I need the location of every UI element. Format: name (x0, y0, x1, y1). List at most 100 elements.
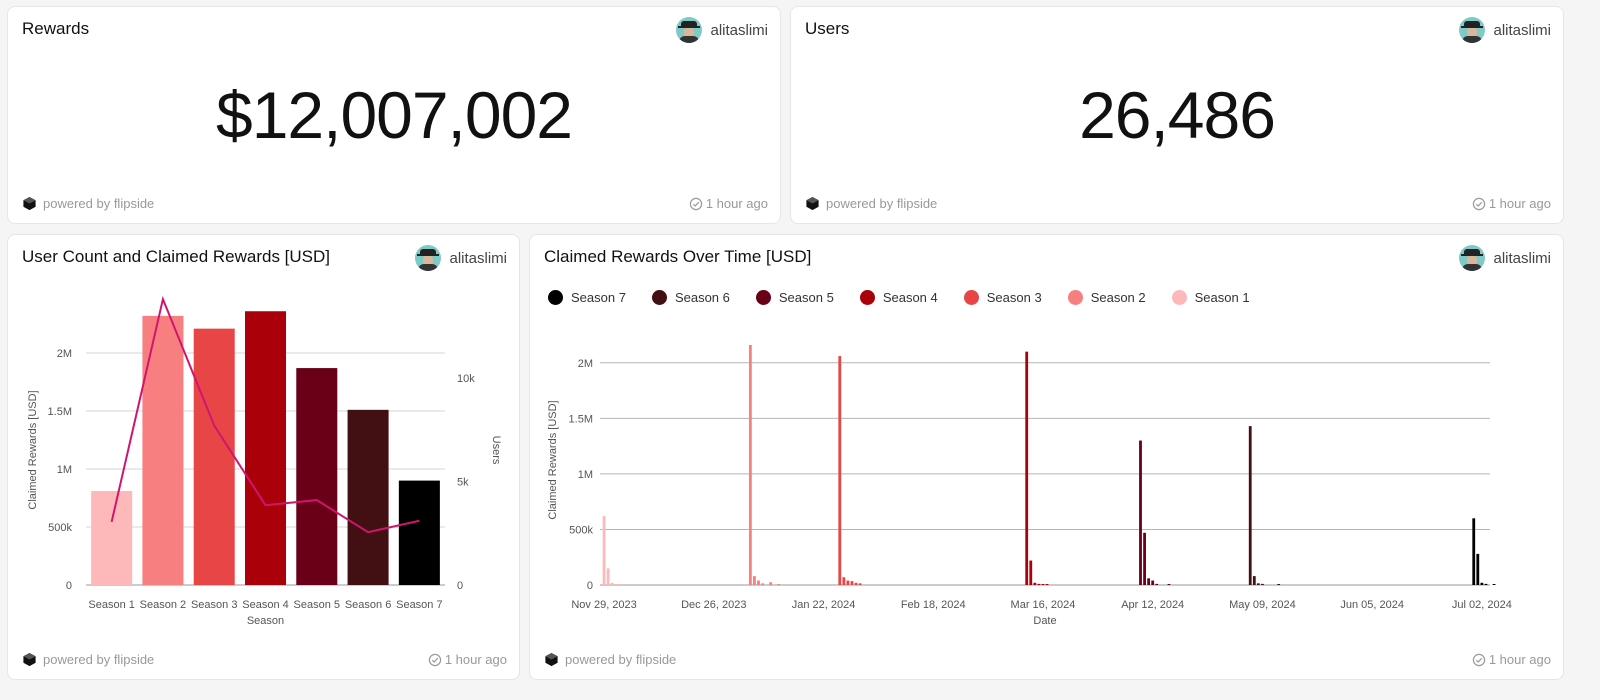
time-chart-card: Claimed Rewards Over Time [USD] alitasli… (529, 234, 1564, 680)
y-tick-label: 0 (66, 580, 72, 592)
author-name: alitaslimi (1493, 21, 1551, 39)
last-updated: 1 hour ago (689, 196, 768, 211)
x-tick-label: Feb 18, 2024 (901, 599, 966, 611)
bar (91, 491, 133, 585)
y-tick-label: 1M (57, 464, 72, 476)
bar (1167, 584, 1171, 585)
legend-swatch (859, 290, 875, 305)
legend-item[interactable]: Season 1 (1171, 290, 1250, 305)
bar (777, 584, 781, 585)
flipside-logo-icon (806, 196, 819, 211)
legend-item[interactable]: Season 2 (1067, 290, 1146, 305)
x-axis-label: Date (1033, 615, 1056, 627)
bar (769, 582, 773, 585)
last-updated: 1 hour ago (1472, 652, 1551, 667)
legend-item[interactable]: Season 3 (963, 290, 1042, 305)
legend-item[interactable]: Season 5 (755, 290, 834, 305)
y2-axis-label: Users (490, 436, 502, 465)
y-axis-label: Claimed Rewards [USD] (547, 400, 559, 519)
bar (1261, 583, 1264, 585)
last-updated: 1 hour ago (1472, 196, 1551, 211)
x-tick-label: Mar 16, 2024 (1011, 599, 1076, 611)
legend-swatch (548, 290, 563, 305)
bar (1277, 584, 1281, 585)
bar (850, 581, 854, 585)
time-chart: 0 500k 1M 1.5M 2M Nov 29, 2023 Dec 26, 2023 Jan… (547, 345, 1512, 627)
rewards-card: Rewards alitaslimi $12,007,002 powered b… (7, 6, 781, 224)
bar (398, 480, 440, 585)
bar (618, 584, 622, 585)
x-tick-label: May 09, 2024 (1229, 599, 1296, 611)
card-title: Users (805, 19, 850, 38)
x-tick-label: Nov 29, 2023 (571, 599, 636, 611)
powered-by-link[interactable]: powered by flipside (805, 196, 937, 211)
x-tick-label: Season 2 (140, 599, 186, 611)
y-tick-label: 1.5M (48, 406, 72, 418)
bar (1045, 584, 1049, 585)
bar (1147, 578, 1151, 585)
card-title: User Count and Claimed Rewards [USD] (22, 247, 331, 266)
users-value: 26,486 (1079, 78, 1276, 152)
legend-label: Season 1 (1194, 290, 1250, 305)
legend-swatch (651, 290, 667, 305)
bar (1492, 584, 1496, 585)
flipside-logo-icon (23, 196, 36, 211)
legend-item[interactable]: Season 7 (548, 290, 626, 305)
bar (1151, 580, 1155, 585)
users-line (110, 295, 420, 534)
legend-label: Season 2 (1090, 290, 1146, 305)
bar (610, 582, 614, 585)
bar (761, 583, 764, 585)
chart-legend: Season 7 Season 6 Season 5 Season 4 Season 3… (548, 290, 1250, 305)
powered-by-text: powered by flipside (826, 196, 938, 211)
legend-swatch (755, 290, 771, 305)
bar (1472, 518, 1476, 585)
users-card: Users alitaslimi 26,486 powered by flips… (790, 6, 1564, 224)
y2-tick-label: 10k (457, 373, 475, 385)
legend-swatch (1067, 290, 1083, 305)
author-link[interactable]: alitaslimi (1459, 17, 1551, 43)
y2-tick-label: 5k (457, 476, 469, 488)
bar (1025, 351, 1029, 585)
legend-label: Season 5 (778, 290, 834, 305)
x-tick-label: Season 7 (396, 599, 442, 611)
legend-item[interactable]: Season 6 (651, 290, 730, 305)
y-tick-label: 500k (48, 522, 72, 534)
author-link[interactable]: alitaslimi (1459, 245, 1551, 271)
bar (757, 580, 760, 585)
bar (846, 580, 850, 585)
card-title: Claimed Rewards Over Time [USD] (544, 247, 812, 266)
legend-item[interactable]: Season 4 (859, 290, 938, 305)
y2-tick-label: 0 (457, 580, 463, 592)
bar (1252, 576, 1256, 585)
bar (1155, 583, 1159, 585)
bar (602, 516, 606, 585)
legend-label: Season 3 (986, 290, 1042, 305)
bar (1041, 584, 1045, 585)
card-title: Rewards (22, 19, 90, 38)
x-tick-label: Season 3 (191, 599, 237, 611)
bar (1476, 553, 1480, 585)
powered-by-text: powered by flipside (43, 652, 155, 667)
bar (753, 576, 756, 585)
legend-swatch (1171, 290, 1187, 305)
bar (1484, 583, 1488, 585)
legend-swatch (963, 290, 979, 305)
bar (142, 315, 184, 585)
season-chart: 0 500k 1M 1.5M 2M 0 5k 10k Season 1 Season 2 Seaso… (27, 295, 502, 627)
bar (842, 577, 846, 585)
bar (244, 311, 287, 585)
y-tick-label: 500k (569, 524, 593, 536)
author-link[interactable]: alitaslimi (415, 245, 507, 271)
x-tick-label: Apr 12, 2024 (1121, 599, 1184, 611)
check-circle-icon (1472, 653, 1486, 666)
avatar-icon (676, 17, 703, 43)
powered-by-link[interactable]: powered by flipside (22, 652, 154, 667)
powered-by-link[interactable]: powered by flipside (22, 196, 154, 211)
last-updated: 1 hour ago (428, 652, 507, 667)
x-tick-label: Season 5 (294, 599, 340, 611)
author-link[interactable]: alitaslimi (676, 17, 768, 43)
powered-by-link[interactable]: powered by flipside (544, 652, 676, 667)
legend-label: Season 6 (674, 290, 730, 305)
bar (854, 582, 858, 585)
